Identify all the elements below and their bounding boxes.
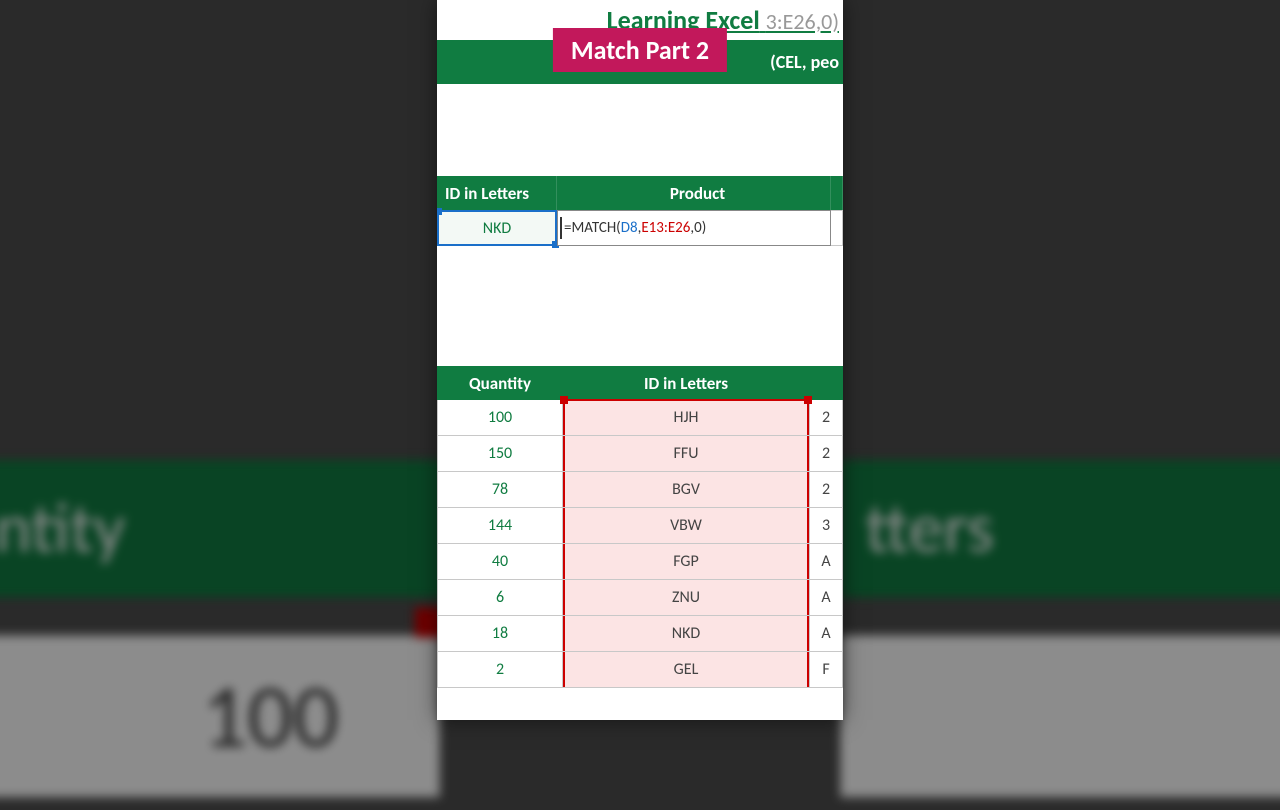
cell-id-letters[interactable]: NKD — [563, 616, 809, 652]
text-cursor — [560, 217, 562, 239]
bg-cell-right-val: 2 — [840, 635, 1280, 798]
lookup-id-cell[interactable]: NKD — [437, 210, 557, 246]
cell-quantity[interactable]: 40 — [437, 544, 563, 580]
cell-id-letters[interactable]: ZNU — [563, 580, 809, 616]
cell-id-letters[interactable]: FGP — [563, 544, 809, 580]
table-row: 150FFU2 — [437, 436, 843, 472]
cell-quantity[interactable]: 2 — [437, 652, 563, 688]
range-border — [807, 616, 809, 651]
range-border — [807, 580, 809, 615]
header-id-in-letters: ID in Letters — [437, 176, 557, 210]
cell-id-letters[interactable]: FFU — [563, 436, 809, 472]
cell-extra[interactable]: F — [809, 652, 843, 688]
cell-extra[interactable]: A — [809, 544, 843, 580]
cell-id-letters[interactable]: VBW — [563, 508, 809, 544]
range-border — [563, 544, 565, 579]
header-id: ID in Letters — [563, 366, 809, 400]
spacer-2 — [437, 246, 843, 366]
formula-ref1: D8 — [621, 219, 638, 237]
header-quantity: Quantity — [437, 366, 563, 400]
spacer-1 — [437, 86, 843, 176]
cell-quantity[interactable]: 6 — [437, 580, 563, 616]
cell-quantity[interactable]: 78 — [437, 472, 563, 508]
formula-equals: = — [564, 219, 571, 237]
cell-id-letters[interactable]: HJH — [563, 400, 809, 436]
lookup-row: NKD =MATCH(D8,E13:E26,0) — [437, 210, 843, 246]
table-row: 100HJH2 — [437, 400, 843, 436]
range-border — [807, 472, 809, 507]
cell-extra[interactable]: 2 — [809, 472, 843, 508]
cell-id-letters[interactable]: BGV — [563, 472, 809, 508]
cell-quantity[interactable]: 144 — [437, 508, 563, 544]
formula-ref2: E13:E26 — [641, 219, 690, 237]
range-border — [807, 652, 809, 687]
bg-header-quantity: Quantity — [0, 460, 453, 598]
cell-quantity[interactable]: 100 — [437, 400, 563, 436]
range-border — [807, 436, 809, 471]
center-crop: Learning Excel 3:E26,0) (CEL, peo ID in … — [437, 0, 843, 720]
table-row: 40FGPA — [437, 544, 843, 580]
range-border — [563, 400, 565, 435]
range-border — [563, 616, 565, 651]
cell-extra[interactable]: 3 — [809, 508, 843, 544]
data-header-row: Quantity ID in Letters — [437, 366, 843, 400]
cell-extra[interactable]: 2 — [809, 436, 843, 472]
range-border — [807, 544, 809, 579]
range-border — [563, 508, 565, 543]
formula-cell[interactable]: =MATCH(D8,E13:E26,0) — [557, 210, 831, 246]
range-border — [807, 400, 809, 435]
table-row: 2GELF — [437, 652, 843, 688]
title-badge: Match Part 2 — [553, 28, 727, 72]
bg-cell-100: 100 — [0, 635, 440, 798]
band-fragment: (CEL, peo — [770, 51, 839, 73]
range-border — [807, 508, 809, 543]
range-border — [563, 472, 565, 507]
table-row: 18NKDA — [437, 616, 843, 652]
header-product: Product — [557, 176, 831, 210]
range-border — [564, 399, 808, 401]
bg-header-right: tters — [840, 460, 1280, 598]
header-spacer — [831, 176, 843, 210]
cell-id-letters[interactable]: GEL — [563, 652, 809, 688]
header-extra — [809, 366, 843, 400]
cell-quantity[interactable]: 150 — [437, 436, 563, 472]
data-body: 100HJH2150FFU278BGV2144VBW340FGPA6ZNUA18… — [437, 400, 843, 688]
formula-num: 0 — [694, 219, 702, 237]
bg-formula-tail: 3:E26,0) — [766, 8, 839, 35]
cell-extra[interactable]: A — [809, 580, 843, 616]
cell-quantity[interactable]: 18 — [437, 616, 563, 652]
cell-extra[interactable]: A — [809, 616, 843, 652]
table-row: 6ZNUA — [437, 580, 843, 616]
table-row: 78BGV2 — [437, 472, 843, 508]
range-border — [563, 580, 565, 615]
range-border — [563, 436, 565, 471]
lookup-trail-cell[interactable] — [831, 210, 843, 246]
range-border — [563, 652, 565, 687]
formula-close: ) — [702, 219, 707, 237]
table-row: 144VBW3 — [437, 508, 843, 544]
lookup-header-row: ID in Letters Product — [437, 176, 843, 210]
formula-fn: MATCH( — [571, 219, 620, 237]
cell-extra[interactable]: 2 — [809, 400, 843, 436]
